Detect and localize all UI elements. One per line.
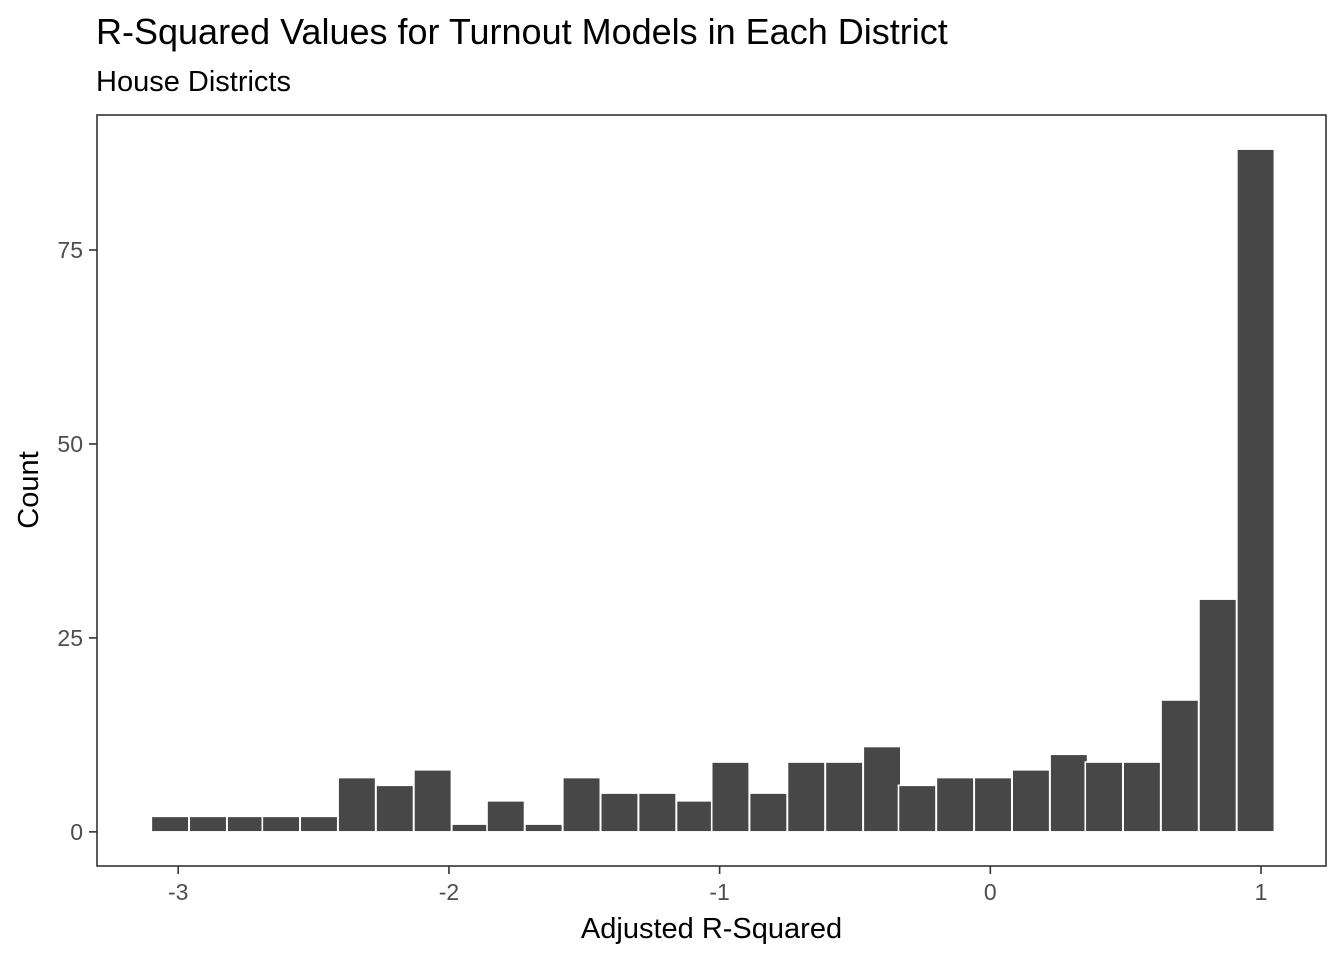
histogram-bar: [1122, 761, 1162, 833]
histogram-bar: [973, 776, 1013, 833]
histogram-bar: [710, 761, 750, 833]
y-tick-label: 0: [70, 819, 83, 845]
histogram-bar: [1198, 598, 1238, 833]
chart-subtitle: House Districts: [96, 66, 291, 98]
histogram-bar: [524, 823, 564, 833]
histogram-bar: [675, 800, 715, 833]
histogram-bar: [897, 784, 937, 833]
histogram-bar: [1236, 148, 1276, 833]
histogram-bar: [451, 823, 491, 833]
x-tick-label: 1: [1255, 879, 1268, 905]
x-tick-label: -2: [439, 879, 459, 905]
y-tick-label: 25: [57, 625, 83, 651]
histogram-bar: [1049, 753, 1089, 833]
chart-title: R-Squared Values for Turnout Models in E…: [96, 11, 948, 52]
bars-layer: [150, 148, 1276, 833]
y-tick-label: 75: [57, 237, 83, 263]
histogram-bar: [599, 792, 640, 833]
histogram-bar: [862, 745, 902, 833]
histogram-bar: [188, 815, 228, 833]
x-tick-label: 0: [984, 879, 997, 905]
x-axis-title: Adjusted R-Squared: [581, 913, 842, 945]
histogram-bar: [562, 776, 602, 833]
histogram-bar: [261, 815, 301, 833]
y-tick-label: 50: [57, 431, 83, 457]
x-tick-label: -3: [168, 879, 188, 905]
histogram-bar: [226, 815, 266, 833]
histogram-bar: [1160, 699, 1200, 833]
histogram-bar: [150, 815, 190, 833]
y-axis: 0 25 50 75: [57, 237, 97, 845]
histogram-bar: [637, 792, 677, 833]
histogram-bar: [1011, 768, 1051, 833]
histogram-bar: [413, 768, 453, 833]
histogram-bar: [786, 761, 826, 833]
panel-border: [96, 114, 1327, 867]
histogram-bar: [748, 792, 788, 833]
histogram-bar: [935, 776, 975, 833]
x-axis: -3 -2 -1 0 1: [168, 866, 1267, 905]
histogram-bar: [299, 815, 339, 833]
histogram-bar: [1084, 761, 1124, 833]
x-tick-label: -1: [709, 879, 729, 905]
histogram-bar: [486, 800, 526, 833]
histogram-bar: [337, 776, 377, 833]
y-axis-title: Count: [13, 451, 45, 528]
histogram-bar: [824, 761, 864, 833]
histogram-bar: [375, 784, 415, 833]
